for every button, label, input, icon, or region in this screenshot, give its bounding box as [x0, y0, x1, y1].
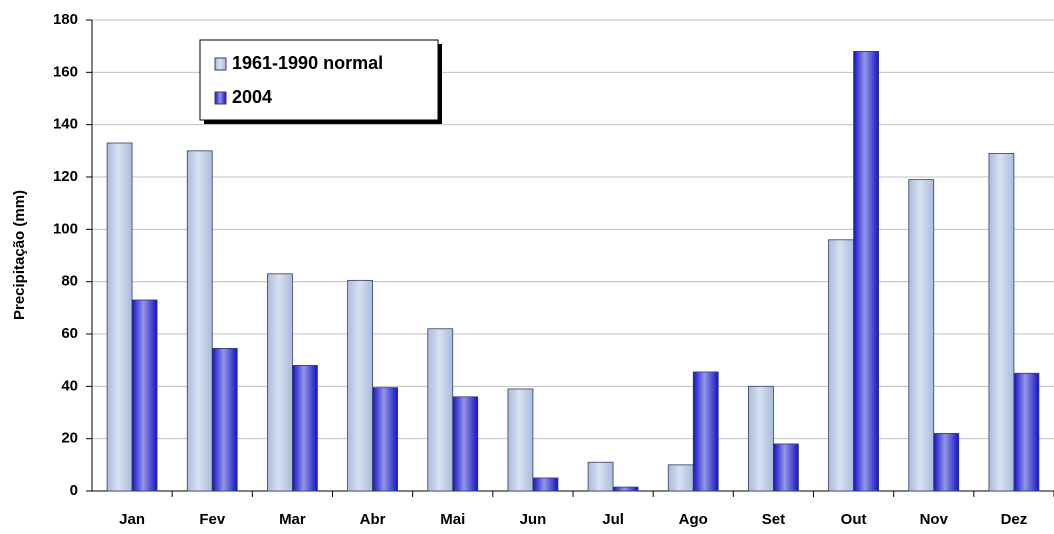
bar	[587, 461, 614, 492]
x-tick-label: Mar	[279, 511, 306, 528]
bar	[267, 273, 293, 492]
bar	[988, 153, 1015, 492]
bar	[828, 239, 854, 492]
legend-swatch	[214, 57, 227, 71]
legend-swatch	[214, 91, 227, 105]
x-tick-label: Fev	[199, 511, 226, 528]
y-tick-label: 0	[70, 482, 78, 499]
bar	[106, 142, 133, 492]
y-tick-label: 40	[61, 377, 78, 394]
legend-label: 2004	[232, 87, 272, 107]
bar	[372, 387, 398, 492]
x-tick-label: Jan	[119, 511, 145, 528]
bar	[1013, 372, 1040, 492]
bar	[211, 347, 238, 492]
x-tick-label: Ago	[679, 511, 708, 528]
bar	[131, 299, 158, 492]
x-tick-label: Dez	[1001, 511, 1028, 528]
bar	[532, 477, 559, 492]
y-tick-label: 20	[61, 430, 78, 447]
bar	[507, 388, 534, 492]
x-tick-label: Jun	[520, 511, 547, 528]
legend-label: 1961-1990 normal	[232, 53, 383, 73]
x-tick-label: Jul	[602, 511, 624, 528]
y-tick-label: 140	[53, 116, 78, 133]
x-tick-label: Mai	[440, 511, 465, 528]
bar	[908, 179, 935, 492]
bar	[748, 385, 774, 492]
y-axis-label: Precipitação (mm)	[11, 190, 28, 320]
bar	[692, 371, 719, 492]
bar	[427, 328, 454, 492]
x-tick-label: Set	[762, 511, 785, 528]
bar	[667, 464, 694, 492]
y-tick-label: 180	[53, 11, 78, 28]
y-tick-label: 80	[61, 273, 78, 290]
bar	[853, 51, 879, 492]
x-tick-label: Nov	[920, 511, 949, 528]
bar	[292, 364, 318, 492]
bar	[612, 486, 639, 492]
bar	[773, 443, 799, 492]
x-tick-label: Out	[841, 511, 867, 528]
y-tick-label: 100	[53, 220, 78, 237]
legend	[199, 39, 439, 121]
bar	[452, 396, 479, 492]
y-tick-label: 120	[53, 168, 78, 185]
x-tick-label: Abr	[360, 511, 386, 528]
bar	[186, 150, 213, 492]
bar	[347, 279, 373, 492]
bar	[933, 433, 960, 492]
y-tick-label: 60	[61, 325, 78, 342]
y-tick-label: 160	[53, 63, 78, 80]
